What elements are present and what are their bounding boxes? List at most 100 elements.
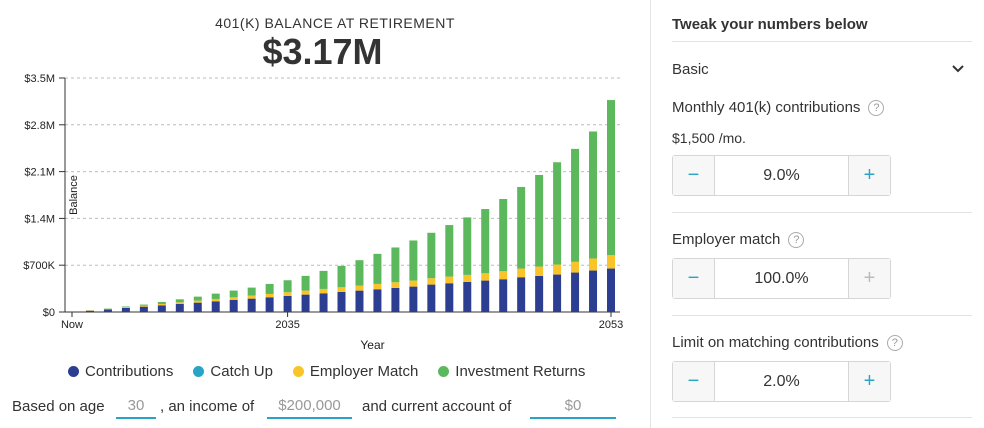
bar-segment (589, 131, 598, 259)
bar-segment (373, 289, 382, 312)
account-label: and current account of (362, 398, 512, 415)
bar-segment (409, 240, 418, 281)
bar-segment (319, 270, 328, 289)
help-icon[interactable]: ? (886, 334, 903, 351)
bar-segment (553, 264, 562, 275)
increment-button[interactable]: + (848, 259, 890, 298)
bar-segment (85, 310, 94, 312)
settings-panel: Tweak your numbers below Basic Monthly 4… (651, 0, 984, 428)
bar-segment (301, 294, 310, 312)
bar-segment (139, 304, 148, 306)
chevron-down-icon[interactable] (951, 62, 965, 76)
help-icon[interactable]: ? (788, 231, 805, 248)
bar-segment (283, 295, 292, 312)
chart-legend: Contributions Catch Up Employer Match In… (68, 363, 605, 380)
legend-item-investment-returns[interactable]: Investment Returns (438, 363, 585, 380)
limit-label: Limit on matching contributions (672, 334, 879, 351)
legend-dot (438, 366, 450, 377)
divider (672, 417, 972, 418)
increment-button[interactable]: + (848, 362, 890, 401)
bar-segment (571, 261, 580, 273)
account-input[interactable] (530, 397, 616, 419)
y-axis-label: Balance (68, 175, 80, 215)
legend-label: Catch Up (210, 363, 273, 380)
bar-segment (355, 260, 364, 286)
income-input[interactable] (267, 397, 352, 419)
bar-segment (535, 275, 544, 312)
legend-item-contributions[interactable]: Contributions (68, 363, 173, 380)
bar-segment (247, 295, 256, 299)
match-value[interactable]: 100.0% (754, 269, 809, 287)
y-tick-label: $2.8M (24, 120, 55, 132)
contrib-stepper: − 9.0% + (672, 155, 891, 196)
section-basic-label[interactable]: Basic (672, 61, 709, 78)
bar-segment (481, 280, 490, 312)
divider (672, 212, 972, 213)
bar-segment (157, 303, 166, 306)
decrement-button[interactable]: − (673, 259, 715, 298)
bar-segment (337, 291, 346, 312)
y-tick-label: $1.4M (24, 213, 55, 225)
bar-segment (463, 281, 472, 312)
bar-segment (247, 298, 256, 312)
bar-segment (409, 280, 418, 287)
bar-segment (157, 301, 166, 304)
bar-segment (121, 306, 130, 308)
bar-segment (445, 283, 454, 312)
bar-segment (517, 277, 526, 312)
bar-segment (211, 298, 220, 302)
contrib-value[interactable]: 9.0% (763, 166, 800, 184)
bar-segment (463, 274, 472, 282)
limit-value[interactable]: 2.0% (763, 372, 800, 390)
help-icon[interactable]: ? (868, 99, 885, 116)
bar-segment (463, 217, 472, 275)
bar-segment (427, 232, 436, 279)
bar-segment (121, 307, 130, 308)
bar-segment (265, 293, 274, 298)
contrib-label: Monthly 401(k) contributions (672, 99, 861, 116)
bar-segment (121, 307, 130, 312)
bar-segment (445, 276, 454, 284)
increment-button[interactable]: + (848, 156, 890, 195)
age-input[interactable] (116, 397, 156, 419)
legend-item-catch-up[interactable]: Catch Up (193, 363, 273, 380)
decrement-button[interactable]: − (673, 362, 715, 401)
bar-segment (517, 268, 526, 278)
bar-segment (229, 299, 238, 312)
x-tick-label: 2053 (599, 319, 623, 331)
bar-segment (589, 258, 598, 271)
y-tick-label: $2.1M (24, 167, 55, 179)
bar-segment (175, 303, 184, 312)
contrib-label-row: Monthly 401(k) contributions ? (672, 99, 885, 116)
panel-title: Tweak your numbers below (672, 16, 868, 33)
x-tick-label: Now (61, 319, 83, 331)
bar-segment (175, 302, 184, 304)
bar-segment (229, 290, 238, 298)
legend-label: Investment Returns (455, 363, 586, 380)
y-tick-label: $0 (43, 307, 55, 319)
bar-segment (265, 297, 274, 312)
bar-segment (337, 287, 346, 292)
bar-segment (175, 299, 184, 303)
bar-segment (427, 284, 436, 312)
bar-segment (355, 285, 364, 291)
bar-segment (193, 300, 202, 303)
bar-segment (211, 301, 220, 312)
bar-segment (445, 225, 454, 277)
match-label: Employer match (672, 231, 781, 248)
bar-segment (265, 283, 274, 294)
bar-segment (193, 302, 202, 312)
match-label-row: Employer match ? (672, 231, 805, 248)
bar-segment (553, 162, 562, 265)
bar-segment (229, 297, 238, 300)
chart-subtitle: 401(K) BALANCE AT RETIREMENT (215, 15, 455, 31)
divider (672, 41, 972, 42)
bar-segment (373, 283, 382, 290)
bar-segment (373, 253, 382, 284)
match-stepper: − 100.0% + (672, 258, 891, 299)
bar-segment (391, 287, 400, 312)
legend-item-employer-match[interactable]: Employer Match (292, 363, 418, 380)
decrement-button[interactable]: − (673, 156, 715, 195)
divider (672, 315, 972, 316)
panel-divider (650, 0, 651, 428)
